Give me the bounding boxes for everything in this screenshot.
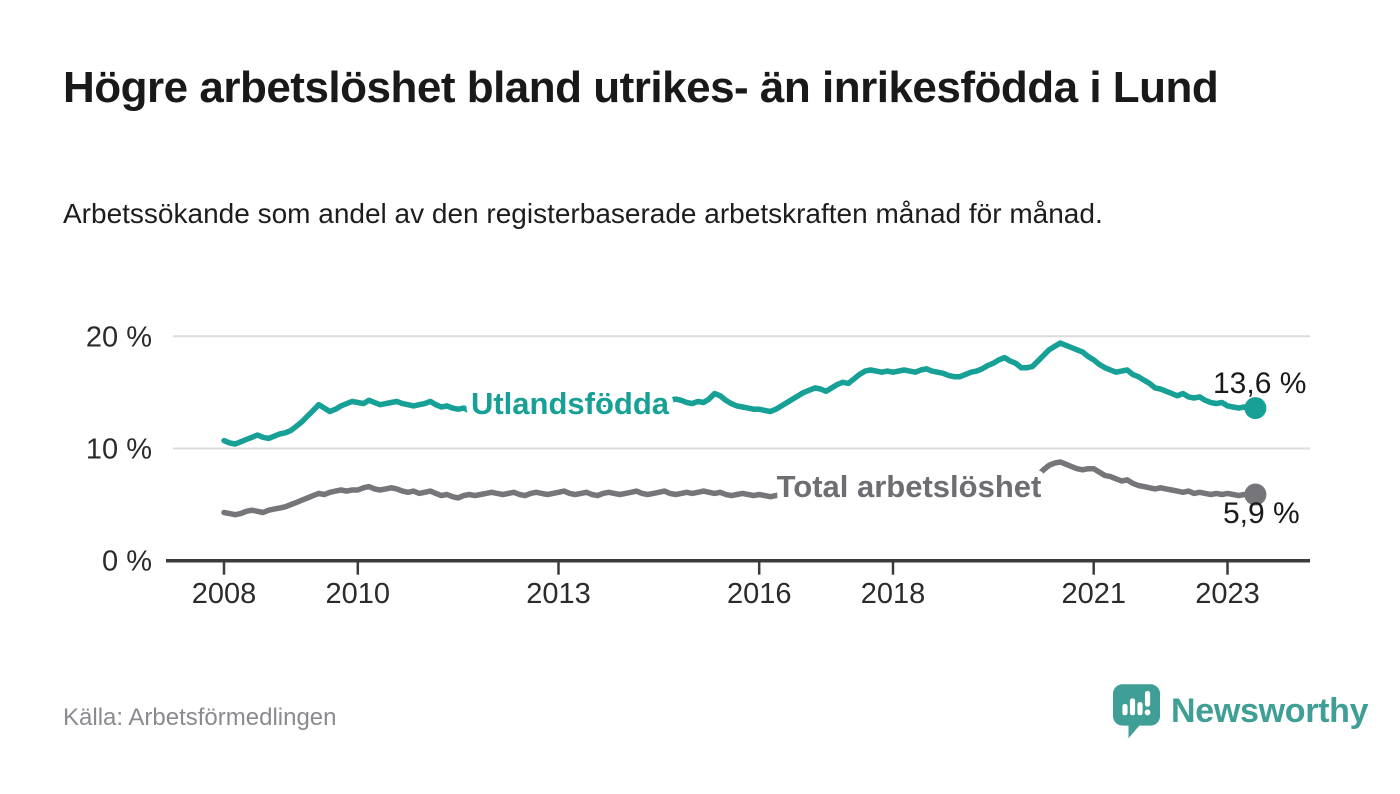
series-label-total: Total arbetslöshet <box>777 469 1042 504</box>
series-layer <box>221 340 1259 518</box>
newsworthy-logo: Newsworthy <box>1113 684 1369 739</box>
x-tick-label-2008: 2008 <box>192 578 257 610</box>
logo-bubble-icon <box>1113 684 1160 739</box>
x-tick-label-2018: 2018 <box>861 578 926 610</box>
grid-layer <box>173 335 1310 450</box>
page-subtitle: Arbetssökande som andel av den registerb… <box>63 198 1103 229</box>
logo-wordmark: Newsworthy <box>1171 692 1369 730</box>
page-title: Högre arbetslöshet bland utrikes- än inr… <box>63 63 1219 112</box>
source-note: Källa: Arbetsförmedlingen <box>63 704 337 731</box>
axis-layer: 20 % 10 % 0 % 2008 2010 2013 2016 2018 2021 2023 <box>86 321 1310 610</box>
y-tick-label-10: 10 % <box>86 434 152 466</box>
x-tick-label-2010: 2010 <box>326 578 391 610</box>
series-line-total <box>221 459 1259 518</box>
x-tick-label-2013: 2013 <box>526 578 591 610</box>
end-value-label-utlandsfodda: 13,6 % <box>1213 367 1306 400</box>
logo-bar-2 <box>1129 698 1136 716</box>
logo-exclamation-bar <box>1144 690 1151 707</box>
x-tick-label-2016: 2016 <box>727 578 792 610</box>
y-tick-label-20: 20 % <box>86 321 152 353</box>
series-end-dot-total <box>1244 483 1267 506</box>
x-tick-label-2023: 2023 <box>1195 578 1260 610</box>
series-end-dot-utlandsfodda <box>1244 397 1267 420</box>
end-value-label-total: 5,9 % <box>1223 497 1300 530</box>
logo-exclamation-dot <box>1144 709 1151 716</box>
series-line-utlandsfodda <box>221 340 1259 447</box>
x-tick-label-2021: 2021 <box>1061 578 1126 610</box>
label-layer: Utlandsfödda Total arbetslöshet 13,6 % 5… <box>464 367 1306 530</box>
logo-bar-3 <box>1137 702 1143 716</box>
logo-bar-1 <box>1122 703 1128 716</box>
y-tick-label-0: 0 % <box>102 546 152 578</box>
series-label-utlandsfodda: Utlandsfödda <box>471 386 670 421</box>
